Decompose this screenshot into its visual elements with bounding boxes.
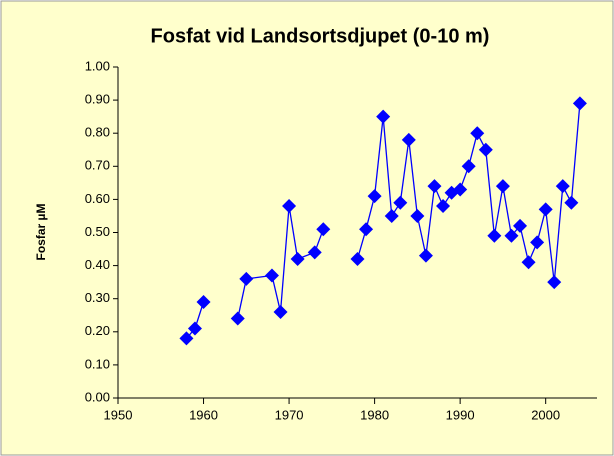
- data-point: [470, 126, 485, 141]
- data-point: [513, 218, 528, 233]
- x-tick-label: 1990: [446, 407, 475, 422]
- data-point: [196, 295, 211, 310]
- data-point: [316, 222, 331, 237]
- data-point: [367, 189, 382, 204]
- data-point: [427, 179, 442, 194]
- data-point: [307, 245, 322, 260]
- y-tick-label: 0.50: [85, 224, 110, 239]
- data-point: [376, 109, 391, 124]
- data-point: [564, 195, 579, 210]
- x-tick-label: 1980: [360, 407, 389, 422]
- data-point: [418, 248, 433, 263]
- data-point: [282, 199, 297, 214]
- data-point: [264, 268, 279, 283]
- y-axis-label: Fosfar µM: [34, 204, 48, 261]
- data-point: [521, 255, 536, 270]
- data-point: [350, 251, 365, 266]
- data-point: [453, 182, 468, 197]
- x-tick-label: 2000: [531, 407, 560, 422]
- data-point: [393, 195, 408, 210]
- data-point: [487, 228, 502, 243]
- data-point: [572, 96, 587, 111]
- data-point: [187, 321, 202, 336]
- data-point: [410, 208, 425, 223]
- y-tick-label: 0.30: [85, 290, 110, 305]
- x-tick-label: 1950: [104, 407, 133, 422]
- data-point: [401, 132, 416, 147]
- data-point: [504, 228, 519, 243]
- data-point: [179, 331, 194, 346]
- y-tick-label: 0.70: [85, 158, 110, 173]
- y-tick-label: 0.20: [85, 323, 110, 338]
- y-tick-label: 0.10: [85, 356, 110, 371]
- x-tick-label: 1960: [189, 407, 218, 422]
- y-tick-label: 0.60: [85, 191, 110, 206]
- data-point: [273, 304, 288, 319]
- data-point: [530, 235, 545, 250]
- data-point: [547, 275, 562, 290]
- data-point: [461, 159, 476, 174]
- y-tick-label: 1.00: [85, 58, 110, 73]
- x-tick-label: 1970: [275, 407, 304, 422]
- data-point: [495, 179, 510, 194]
- y-tick-label: 0.40: [85, 257, 110, 272]
- data-point: [359, 222, 374, 237]
- data-point: [478, 142, 493, 157]
- y-tick-label: 0.00: [85, 389, 110, 404]
- data-point: [436, 199, 451, 214]
- data-point: [239, 271, 254, 286]
- data-point: [230, 311, 245, 326]
- y-tick-label: 0.90: [85, 92, 110, 107]
- data-point: [555, 179, 570, 194]
- data-point: [290, 251, 305, 266]
- chart-title: Fosfat vid Landsortsdjupet (0-10 m): [151, 25, 490, 47]
- y-tick-label: 0.80: [85, 125, 110, 140]
- data-point: [538, 202, 553, 217]
- data-point: [384, 208, 399, 223]
